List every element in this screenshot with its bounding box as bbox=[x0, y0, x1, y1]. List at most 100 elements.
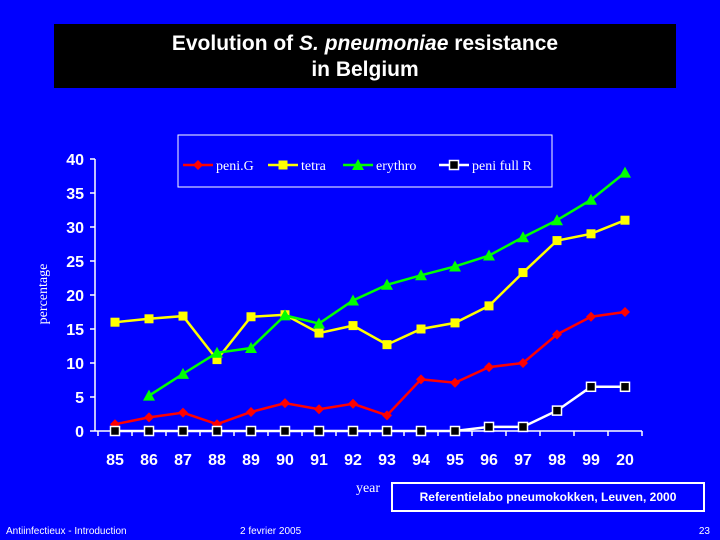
data-point bbox=[517, 421, 529, 433]
y-axis-label: percentage bbox=[36, 264, 51, 325]
data-point bbox=[314, 328, 324, 338]
data-point bbox=[484, 301, 494, 311]
y-tick-label: 25 bbox=[66, 254, 84, 271]
data-point bbox=[450, 318, 460, 328]
y-tick-label: 40 bbox=[66, 152, 84, 169]
data-point bbox=[144, 314, 154, 324]
slide-title-line2: in Belgium bbox=[311, 58, 419, 81]
data-point bbox=[109, 425, 121, 437]
slide-footer: Antiinfectieux - Introduction 2 fevrier … bbox=[0, 522, 720, 540]
legend-box bbox=[177, 134, 553, 188]
data-point bbox=[619, 166, 631, 178]
source-text: Referentielabo pneumokokken, Leuven, 200… bbox=[419, 490, 677, 504]
y-tick-label: 15 bbox=[66, 322, 84, 339]
data-point bbox=[483, 421, 495, 433]
legend-marker bbox=[352, 159, 364, 170]
data-point bbox=[382, 340, 392, 350]
data-point bbox=[551, 405, 563, 416]
data-point bbox=[211, 346, 223, 358]
data-point bbox=[177, 425, 189, 437]
slide-title-pre: Evolution of bbox=[171, 32, 300, 55]
legend-marker bbox=[448, 159, 460, 171]
data-point bbox=[279, 425, 291, 437]
data-point bbox=[348, 321, 358, 331]
data-point bbox=[245, 342, 257, 354]
x-tick-label: 96 bbox=[480, 452, 498, 469]
footer-left: Antiinfectieux - Introduction bbox=[6, 526, 127, 537]
x-tick-label: 99 bbox=[582, 452, 600, 469]
legend-label: peni.G bbox=[216, 159, 254, 174]
y-tick-label: 30 bbox=[66, 220, 84, 237]
data-point bbox=[382, 410, 392, 421]
data-point bbox=[585, 193, 597, 205]
series-line-peni-full-r bbox=[115, 385, 625, 433]
data-point bbox=[415, 425, 427, 437]
slide-title-italic: S. pneumoniae bbox=[299, 32, 449, 55]
slide-title: Evolution of S. pneumoniae resistance in… bbox=[54, 24, 676, 88]
data-point bbox=[313, 425, 325, 437]
legend-label: tetra bbox=[301, 159, 327, 174]
data-point bbox=[517, 231, 529, 243]
x-tick-label: 92 bbox=[344, 452, 362, 469]
y-tick-label: 5 bbox=[75, 390, 84, 407]
x-tick-label: 88 bbox=[208, 452, 226, 469]
data-point bbox=[347, 294, 359, 306]
legend-marker bbox=[193, 160, 203, 170]
data-point bbox=[178, 311, 188, 321]
y-tick-label: 10 bbox=[66, 356, 84, 373]
data-point bbox=[246, 406, 256, 417]
x-tick-label: 85 bbox=[106, 452, 124, 469]
data-point bbox=[449, 260, 461, 272]
x-tick-label: 97 bbox=[514, 452, 532, 469]
x-tick-label: 86 bbox=[140, 452, 158, 469]
data-point bbox=[484, 362, 494, 373]
x-tick-label: 91 bbox=[310, 452, 328, 469]
x-axis-label: year bbox=[356, 481, 380, 496]
data-point bbox=[551, 214, 563, 226]
data-point bbox=[347, 425, 359, 437]
data-point bbox=[416, 324, 426, 334]
footer-center: 2 fevrier 2005 bbox=[240, 526, 302, 537]
y-tick-label: 35 bbox=[66, 186, 84, 203]
x-tick-label: 94 bbox=[412, 452, 430, 469]
data-point bbox=[518, 268, 528, 278]
data-point bbox=[619, 381, 631, 393]
data-point bbox=[246, 312, 256, 322]
data-point bbox=[211, 425, 223, 437]
data-point bbox=[178, 407, 188, 418]
data-point bbox=[212, 355, 222, 365]
legend-label: erythro bbox=[376, 159, 416, 174]
footer-page-number: 23 bbox=[698, 526, 710, 537]
data-point bbox=[314, 404, 324, 415]
x-tick-label: 20 bbox=[616, 452, 634, 469]
data-point bbox=[416, 374, 426, 385]
legend-label: peni full R bbox=[472, 159, 533, 174]
data-point bbox=[313, 317, 325, 329]
data-point bbox=[245, 425, 257, 437]
data-point bbox=[586, 229, 596, 239]
data-point bbox=[449, 425, 461, 437]
slide-title-post: resistance bbox=[448, 32, 559, 55]
data-point bbox=[110, 317, 120, 327]
data-point bbox=[348, 398, 358, 409]
series-line-peni-g bbox=[114, 310, 626, 426]
y-tick-label: 0 bbox=[75, 424, 84, 441]
data-point bbox=[143, 425, 155, 437]
series-line-tetra bbox=[114, 219, 626, 362]
y-tick-label: 20 bbox=[66, 288, 84, 305]
data-point bbox=[450, 377, 460, 388]
data-point bbox=[280, 398, 290, 409]
data-point bbox=[144, 412, 154, 423]
data-point bbox=[381, 278, 393, 290]
source-box: Referentielabo pneumokokken, Leuven, 200… bbox=[391, 482, 705, 512]
data-point bbox=[279, 309, 291, 321]
x-tick-label: 98 bbox=[548, 452, 566, 469]
x-tick-label: 89 bbox=[242, 452, 260, 469]
data-point bbox=[177, 367, 189, 379]
data-point bbox=[143, 389, 155, 401]
data-point bbox=[620, 307, 630, 317]
x-tick-label: 87 bbox=[174, 452, 192, 469]
data-point bbox=[552, 236, 562, 246]
data-point bbox=[586, 311, 596, 322]
